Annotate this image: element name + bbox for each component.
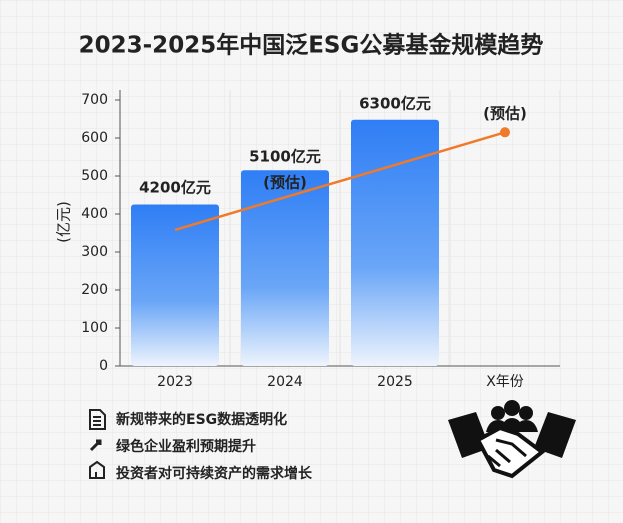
- bar: [241, 170, 329, 366]
- handshake-icon: [448, 400, 576, 479]
- x-tick-label: 2023: [157, 374, 193, 390]
- y-tick-label: 700: [81, 92, 108, 108]
- bullet-text: 新规带来的ESG数据透明化: [116, 411, 287, 428]
- annotation: 6300亿元: [359, 95, 431, 113]
- trend-line: [174, 131, 506, 232]
- y-tick-label: 300: [81, 244, 108, 260]
- chart-title: 2023-2025年中国泛ESG公募基金规模趋势: [79, 32, 544, 59]
- trend-end-dot: [500, 127, 510, 138]
- y-tick-label: 400: [81, 206, 108, 222]
- annotation: (预估): [263, 174, 307, 192]
- y-tick-label: 600: [81, 130, 108, 146]
- annotation: 5100亿元: [249, 148, 321, 166]
- bullet-text: 投资者对可持续资产的需求增长: [116, 465, 313, 482]
- bullet-text: 绿色企业盈利预期提升: [116, 438, 256, 455]
- y-tick-label: 100: [81, 320, 108, 336]
- annotation: (预估): [483, 105, 527, 123]
- x-tick-label: 2025: [377, 374, 413, 390]
- bar: [351, 119, 439, 366]
- x-tick-label: X年份: [486, 374, 524, 390]
- y-tick-label: 0: [99, 358, 108, 374]
- y-tick-label: 200: [81, 282, 108, 298]
- annotation: 4200亿元: [139, 179, 211, 197]
- bar: [131, 204, 219, 366]
- bullet-icons: [89, 409, 106, 479]
- y-axis-label: (亿元): [55, 201, 73, 243]
- x-tick-label: 2024: [267, 374, 303, 390]
- y-tick-label: 500: [81, 168, 108, 184]
